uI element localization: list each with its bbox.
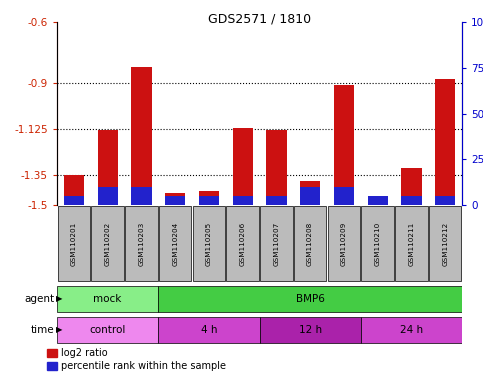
Bar [435,79,455,205]
Bar [165,196,185,205]
Text: GSM110209: GSM110209 [341,221,347,266]
Text: BMP6: BMP6 [296,294,325,304]
Bar [64,174,84,205]
Text: time: time [31,325,55,335]
Bar [98,130,118,205]
Legend: log2 ratio, percentile rank within the sample: log2 ratio, percentile rank within the s… [47,348,226,371]
FancyBboxPatch shape [57,286,158,311]
Text: GSM110208: GSM110208 [307,221,313,266]
Text: GSM110203: GSM110203 [138,221,144,266]
Text: control: control [89,325,126,335]
Text: 24 h: 24 h [400,325,423,335]
Bar [98,187,118,205]
Bar [131,67,152,205]
Text: GSM110206: GSM110206 [240,221,246,266]
Bar [199,196,219,205]
Bar [232,128,253,205]
FancyBboxPatch shape [429,206,461,281]
Bar [435,196,455,205]
FancyBboxPatch shape [327,206,360,281]
Text: agent: agent [25,294,55,304]
FancyBboxPatch shape [193,206,225,281]
Bar [266,130,286,205]
Text: mock: mock [93,294,122,304]
FancyBboxPatch shape [260,206,293,281]
FancyBboxPatch shape [361,206,394,281]
FancyBboxPatch shape [294,206,327,281]
Bar [266,196,286,205]
Text: GSM110210: GSM110210 [375,221,381,266]
FancyBboxPatch shape [91,206,124,281]
Text: 4 h: 4 h [200,325,217,335]
FancyBboxPatch shape [158,286,462,311]
Bar [131,187,152,205]
Text: GSM110204: GSM110204 [172,221,178,266]
FancyBboxPatch shape [361,318,462,343]
Bar [334,85,354,205]
Text: ▶: ▶ [56,295,62,303]
Bar [401,196,422,205]
Bar [334,187,354,205]
Text: GSM110212: GSM110212 [442,221,448,266]
Text: ▶: ▶ [56,326,62,334]
Text: GSM110207: GSM110207 [273,221,279,266]
Text: 12 h: 12 h [298,325,322,335]
Bar [232,196,253,205]
Text: GDS2571 / 1810: GDS2571 / 1810 [208,12,311,25]
FancyBboxPatch shape [125,206,157,281]
Bar [199,191,219,205]
Bar [300,187,320,205]
FancyBboxPatch shape [158,318,259,343]
FancyBboxPatch shape [259,318,361,343]
Bar [165,193,185,205]
FancyBboxPatch shape [395,206,427,281]
FancyBboxPatch shape [159,206,191,281]
Text: GSM110202: GSM110202 [105,221,111,266]
Bar [401,169,422,205]
Bar [300,180,320,205]
Bar [64,196,84,205]
FancyBboxPatch shape [57,206,90,281]
Text: GSM110211: GSM110211 [408,221,414,266]
Bar [368,196,388,205]
FancyBboxPatch shape [57,318,158,343]
Text: GSM110201: GSM110201 [71,221,77,266]
Text: GSM110205: GSM110205 [206,221,212,266]
FancyBboxPatch shape [227,206,259,281]
